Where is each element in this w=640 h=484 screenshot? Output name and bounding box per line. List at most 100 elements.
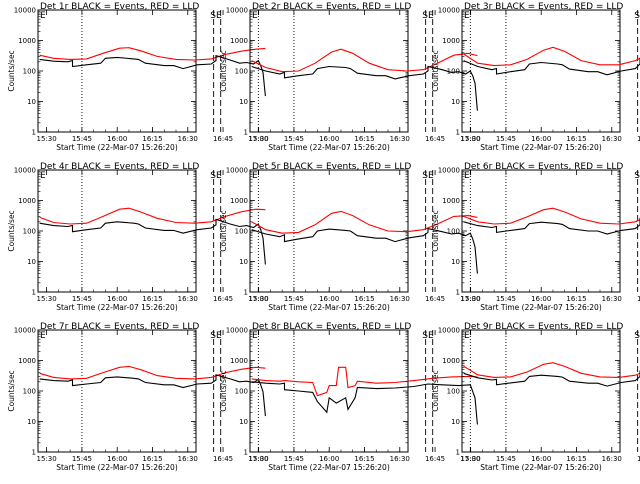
- x-tick-label: 16:30: [602, 455, 622, 463]
- x-axis-label: Start Time (22-Mar-07 15:26:20): [56, 143, 178, 152]
- y-axis-label: Counts/sec: [7, 370, 16, 411]
- y-tick-label: 1000: [230, 37, 248, 45]
- x-tick-label: 16:30: [178, 455, 198, 463]
- x-tick-label: 15:45: [72, 135, 92, 143]
- x-tick-label: 16:45: [637, 455, 640, 463]
- panel-2: Det 2r BLACK = Events, RED = LLD 1 10 100 10…: [219, 2, 480, 152]
- y-tick-label: 10: [27, 418, 36, 426]
- x-tick-label: 16:30: [602, 295, 622, 303]
- y-axis-label: Counts/sec: [219, 210, 228, 251]
- x-tick-label: 15:30: [461, 295, 481, 303]
- panel-5: Det 5r BLACK = Events, RED = LLD 1 10 100 10…: [219, 162, 480, 312]
- plot-frame: [461, 329, 621, 453]
- y-tick-label: 10: [239, 98, 248, 106]
- y-tick-label: 10000: [438, 327, 460, 335]
- panel-1: Det 1r BLACK = Events, RED = LLD 1 10 100 10…: [7, 2, 268, 152]
- x-tick-label: 16:00: [531, 135, 551, 143]
- y-tick-label: 100: [235, 388, 248, 396]
- marker-label-e: E: [252, 11, 258, 21]
- x-tick-label: 16:45: [637, 135, 640, 143]
- panel-title: Det 7r BLACK = Events, RED = LLD: [40, 322, 199, 332]
- y-tick-label: 1: [244, 129, 248, 137]
- x-tick-label: 15:45: [496, 295, 516, 303]
- x-axis-label: Start Time (22-Mar-07 15:26:20): [268, 303, 390, 312]
- x-tick-label: 15:30: [461, 135, 481, 143]
- y-tick-label: 100: [447, 68, 460, 76]
- panel-8: Det 8r BLACK = Events, RED = LLD 1 10 100 10…: [219, 322, 480, 472]
- y-tick-label: 1000: [18, 37, 36, 45]
- x-axis-label: Start Time (22-Mar-07 15:26:20): [268, 463, 390, 472]
- y-tick-label: 100: [447, 228, 460, 236]
- y-tick-label: 10: [27, 98, 36, 106]
- x-tick-label: 17:00: [248, 135, 268, 143]
- series-line-lld: [251, 48, 478, 73]
- y-tick-label: 10000: [14, 167, 36, 175]
- y-tick-label: 10: [451, 258, 460, 266]
- plot-frame: [249, 329, 409, 453]
- y-tick-label: 10: [451, 98, 460, 106]
- y-tick-label: 1: [244, 289, 248, 297]
- y-tick-label: 10: [27, 258, 36, 266]
- y-tick-label: 1000: [442, 197, 460, 205]
- x-tick-label: 16:30: [602, 135, 622, 143]
- x-tick-label: 16:00: [107, 135, 127, 143]
- y-tick-label: 10000: [226, 167, 248, 175]
- y-tick-label: 1000: [230, 197, 248, 205]
- marker-label-se: SE: [210, 171, 222, 181]
- marker-label-e: E: [40, 11, 46, 21]
- x-tick-label: 15:30: [249, 455, 269, 463]
- marker-label-e: E: [252, 171, 258, 181]
- y-tick-label: 1000: [442, 357, 460, 365]
- x-tick-label: 16:15: [142, 135, 162, 143]
- y-tick-label: 1: [32, 129, 36, 137]
- y-tick-label: 10000: [438, 7, 460, 15]
- y-tick-label: 10000: [226, 7, 248, 15]
- y-axis-label: Counts/sec: [431, 370, 440, 411]
- x-tick-label: 15:45: [284, 295, 304, 303]
- panel-title: Det 9r BLACK = Events, RED = LLD: [464, 322, 623, 332]
- x-tick-label: 15:30: [249, 295, 269, 303]
- series-line-lld: [251, 210, 478, 234]
- plot-frame: [249, 9, 409, 133]
- x-tick-label: 16:00: [531, 295, 551, 303]
- y-axis-label: Counts/sec: [219, 50, 228, 91]
- series-line-events: [39, 218, 266, 265]
- y-axis-label: Counts/sec: [431, 210, 440, 251]
- y-tick-label: 10000: [226, 327, 248, 335]
- series-line-lld: [463, 46, 640, 67]
- x-tick-label: 17:00: [248, 455, 268, 463]
- plot-frame: [37, 9, 197, 133]
- marker-label-e: E: [40, 171, 46, 181]
- x-tick-label: 16:15: [354, 295, 374, 303]
- y-tick-label: 1000: [230, 357, 248, 365]
- x-axis-label: Start Time (22-Mar-07 15:26:20): [480, 303, 602, 312]
- series-line-lld: [39, 207, 266, 225]
- x-tick-label: 15:45: [72, 455, 92, 463]
- x-tick-label: 17:00: [460, 135, 480, 143]
- x-tick-label: 16:00: [319, 135, 339, 143]
- x-tick-label: 16:15: [142, 455, 162, 463]
- x-tick-label: 17:00: [248, 295, 268, 303]
- x-tick-label: 16:15: [566, 295, 586, 303]
- x-tick-label: 16:15: [566, 135, 586, 143]
- series-line-events: [39, 54, 266, 97]
- x-tick-label: 15:45: [72, 295, 92, 303]
- x-tick-label: 16:30: [390, 455, 410, 463]
- marker-label-se: SE: [210, 11, 222, 21]
- x-axis-label: Start Time (22-Mar-07 15:26:20): [56, 463, 178, 472]
- y-tick-label: 1: [456, 129, 460, 137]
- y-tick-label: 1: [244, 449, 248, 457]
- y-tick-label: 1: [456, 449, 460, 457]
- y-tick-label: 1: [456, 289, 460, 297]
- y-tick-label: 100: [23, 388, 36, 396]
- plot-frame: [37, 329, 197, 453]
- series-line-lld: [463, 362, 640, 378]
- panel-4: Det 4r BLACK = Events, RED = LLD 1 10 100 10…: [7, 162, 268, 312]
- panel-title: Det 8r BLACK = Events, RED = LLD: [252, 322, 411, 332]
- y-tick-label: 1000: [442, 37, 460, 45]
- x-tick-label: 15:45: [496, 455, 516, 463]
- x-tick-label: 15:30: [37, 135, 57, 143]
- x-tick-label: 17:00: [460, 295, 480, 303]
